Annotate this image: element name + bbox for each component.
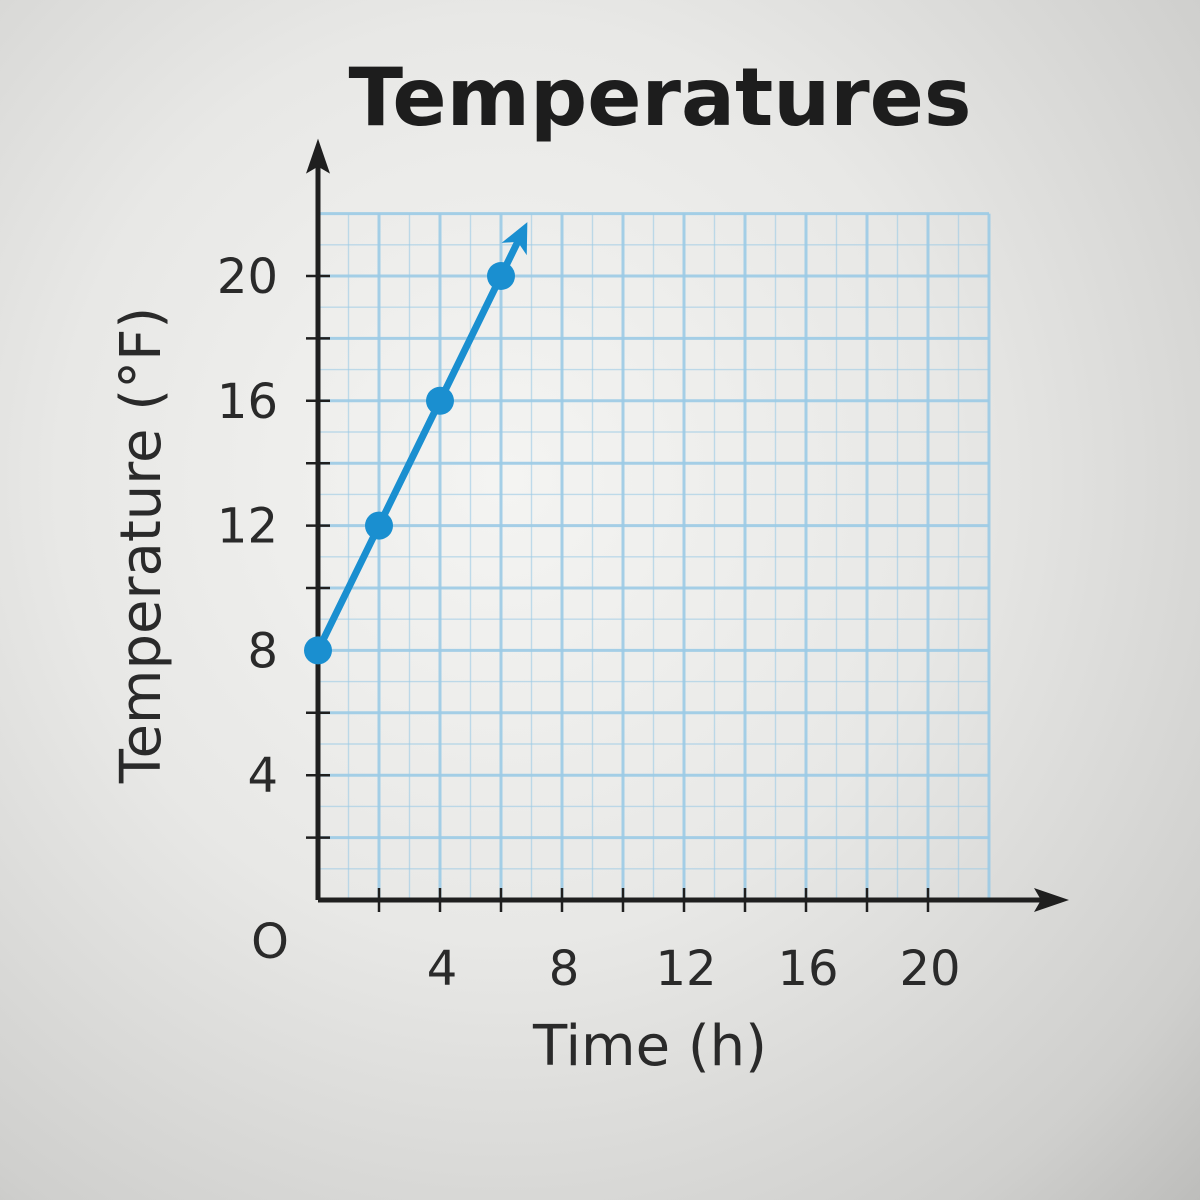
series-arrow-icon [501, 222, 528, 256]
x-axis-label: Time (h) [532, 1014, 767, 1079]
x-tick-label: 4 [427, 941, 458, 997]
x-tick-label: 12 [655, 941, 716, 997]
series [304, 222, 528, 665]
y-axis-label: Temperature (°F) [109, 307, 174, 784]
data-point [304, 636, 332, 665]
x-axis-arrow-icon [1034, 888, 1069, 912]
series-line [314, 272, 505, 654]
data-point [487, 262, 515, 290]
origin-label: O [251, 914, 289, 970]
y-tick-label: 16 [217, 374, 278, 430]
y-axis-arrow-icon [306, 138, 330, 174]
data-point [365, 511, 393, 540]
y-tick-label: 4 [247, 748, 278, 804]
x-tick-label: 8 [549, 941, 580, 997]
tick-labels: 4 8 12 16 20 4 8 12 16 20 [217, 249, 961, 997]
y-tick-label: 12 [217, 499, 278, 555]
chart-title: Temperatures [348, 51, 971, 144]
y-tick-label: 20 [217, 249, 278, 305]
data-point [426, 386, 454, 415]
x-tick-label: 20 [899, 941, 960, 997]
x-tick-label: 16 [777, 941, 838, 997]
ticks [306, 274, 930, 912]
y-tick-label: 8 [247, 623, 278, 679]
grid [316, 212, 991, 902]
